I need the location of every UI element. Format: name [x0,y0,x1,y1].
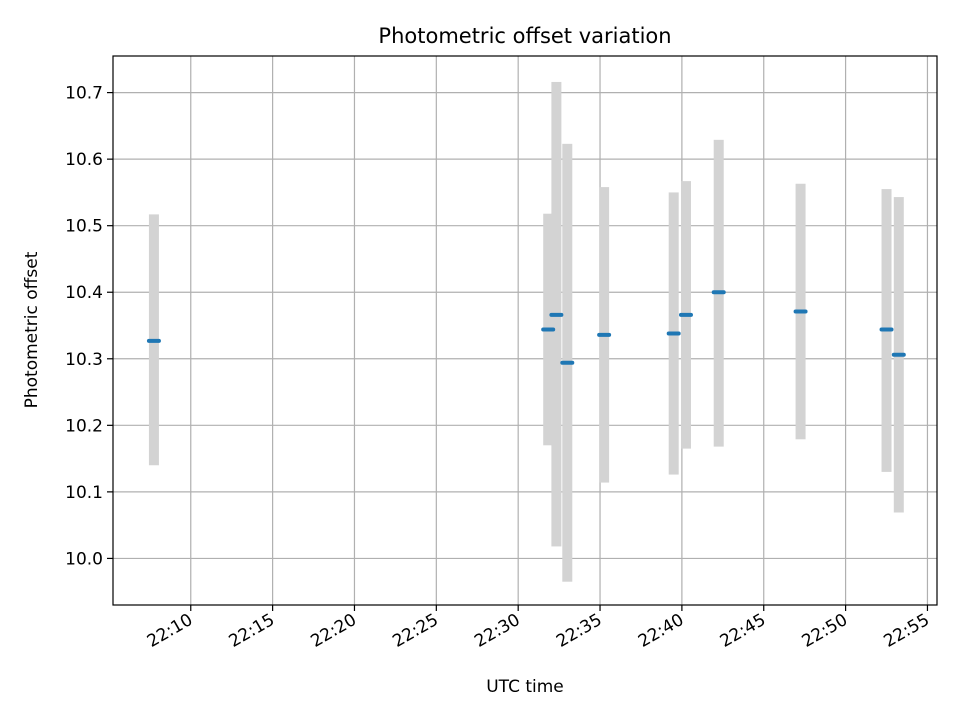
y-tick-label: 10.3 [65,350,103,370]
plot-area [113,56,937,605]
y-tick-label: 10.1 [65,483,103,503]
y-tick-label: 10.0 [65,549,103,569]
y-tick-label: 10.7 [65,84,103,104]
grid [113,56,937,605]
y-axis-ticks: 10.0 10.1 10.2 10.3 10.4 10.5 10.6 10.7 [65,84,113,569]
y-tick-label: 10.4 [65,283,103,303]
plot-frame [112,55,938,606]
chart-title: Photometric offset variation [378,24,671,48]
data-markers [146,290,906,365]
x-axis-label: UTC time [486,677,564,697]
y-axis-label: Photometric offset [22,251,42,408]
y-tick-label: 10.5 [65,217,103,237]
y-tick-label: 10.6 [65,150,103,170]
y-tick-label: 10.2 [65,416,103,436]
